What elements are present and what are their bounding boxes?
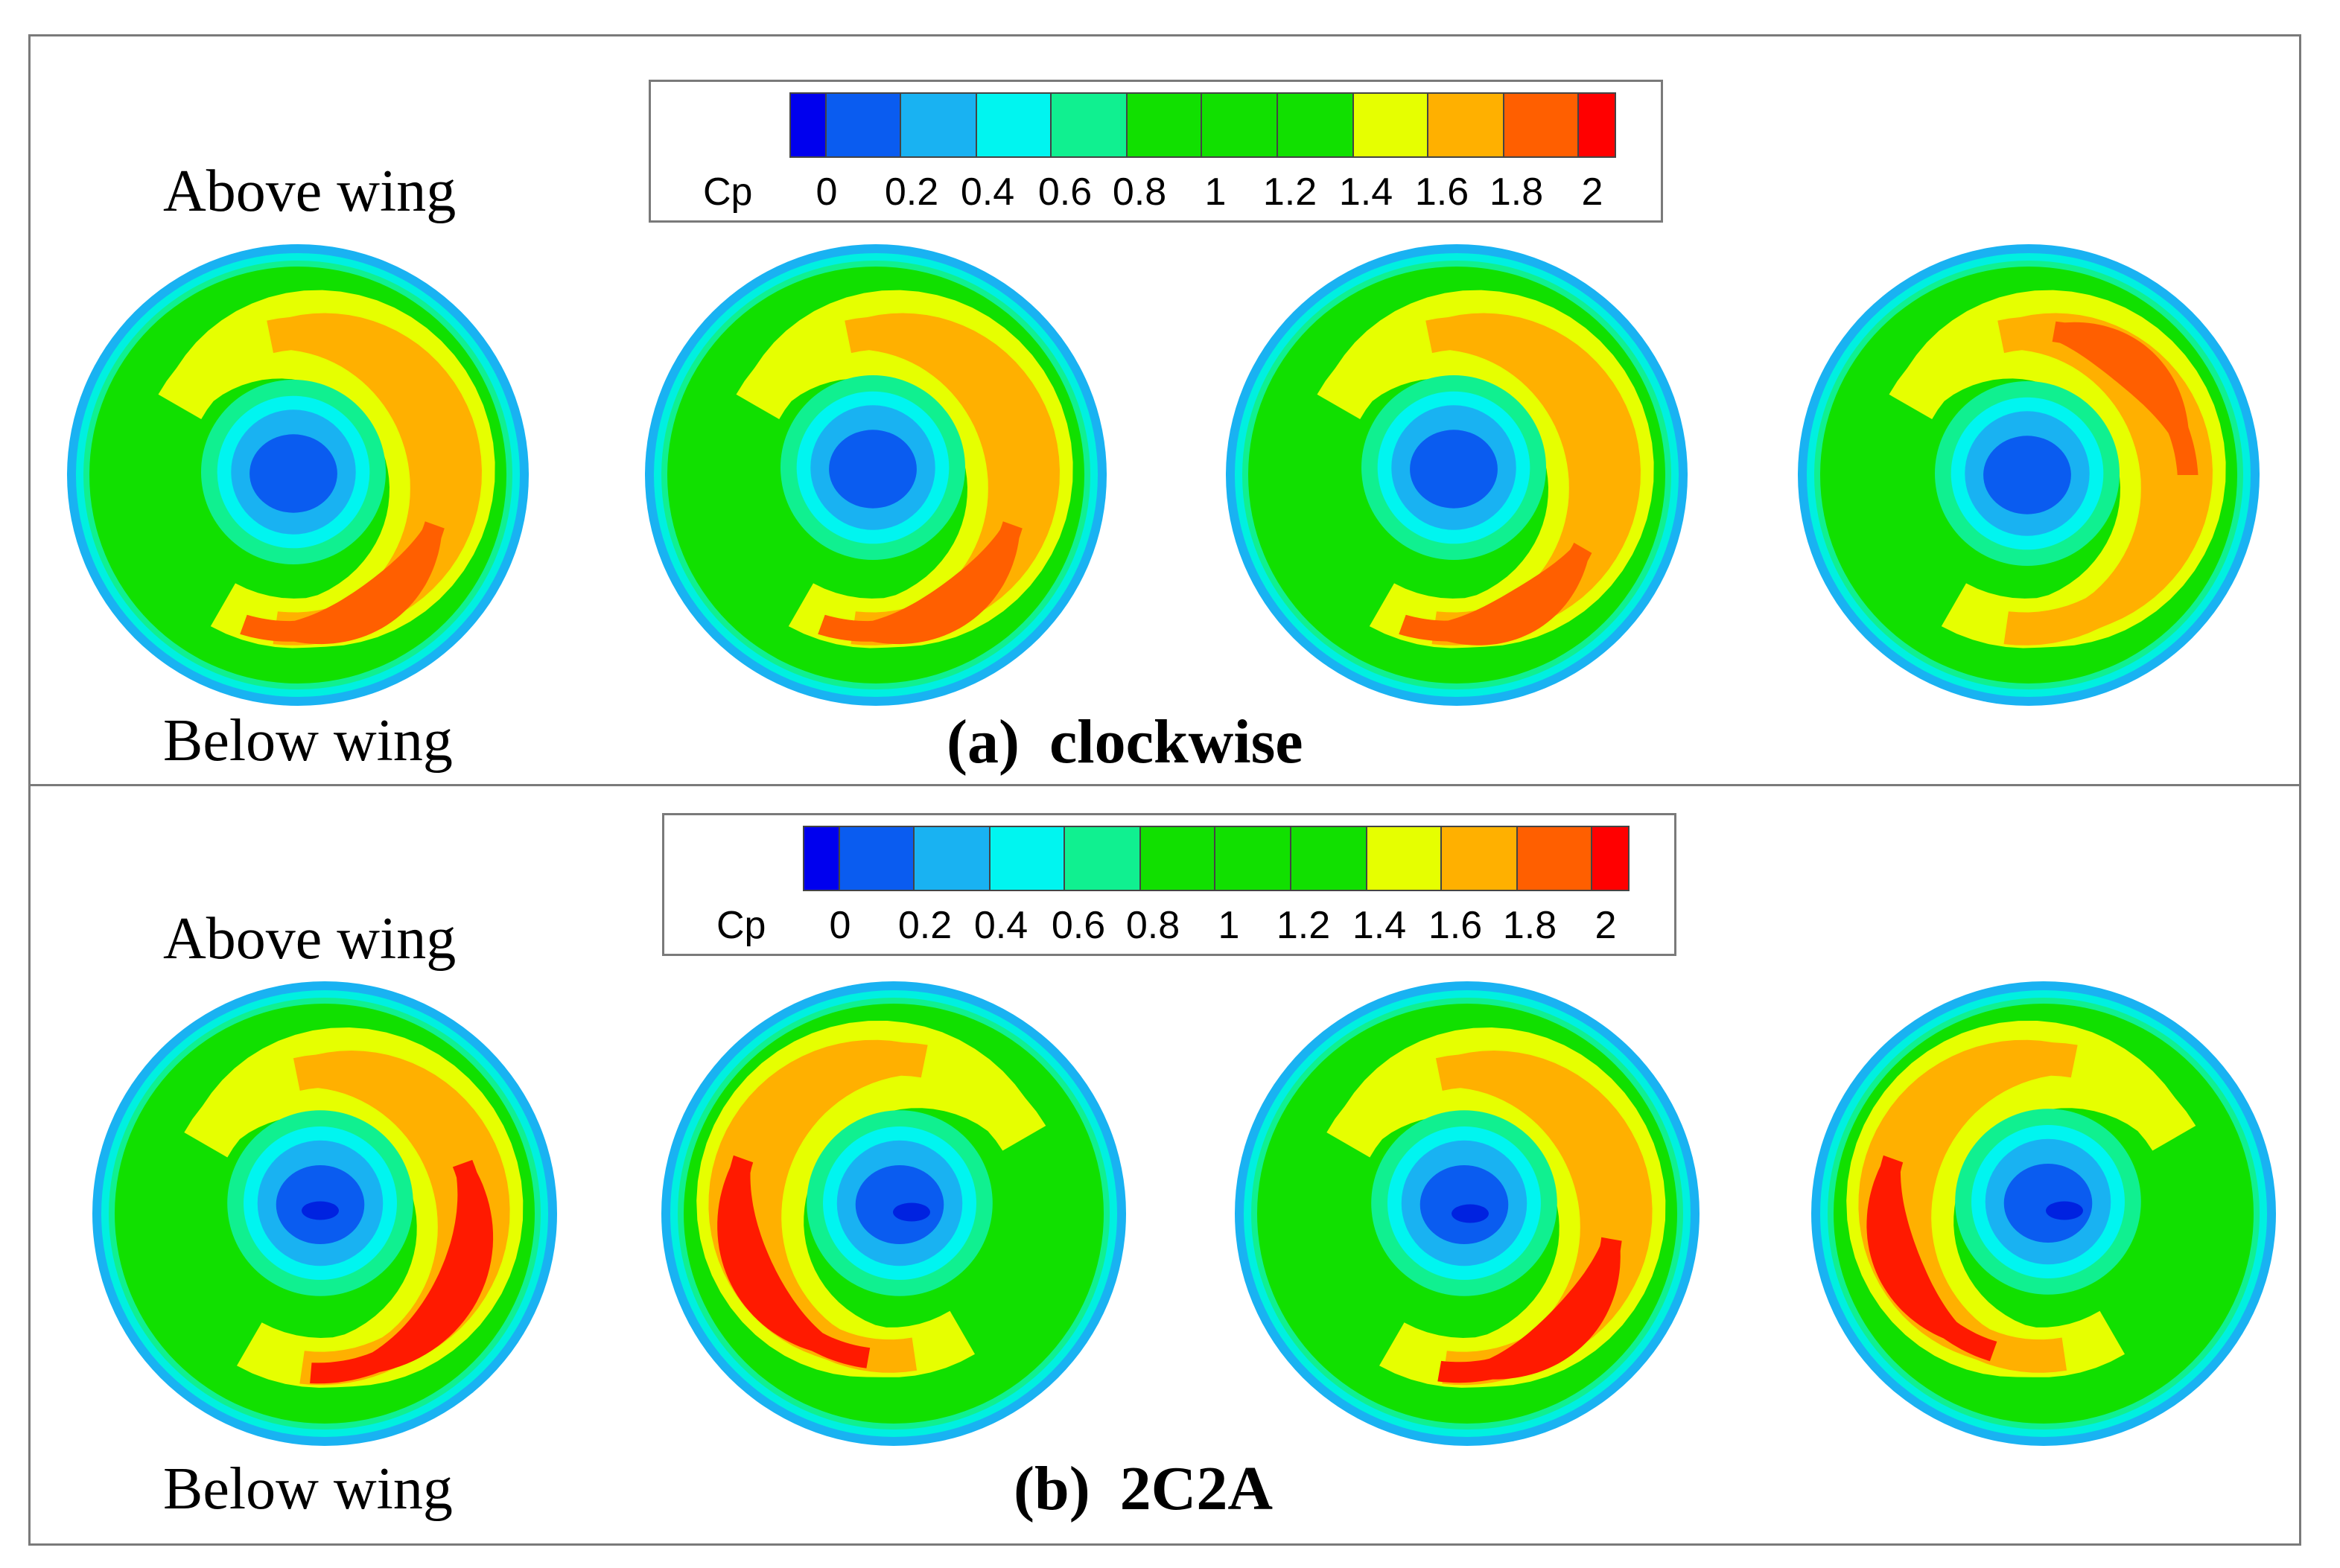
cp-color-swatch — [1354, 94, 1428, 156]
cp-tick-label: 1.2 — [1262, 170, 1317, 214]
cp-color-swatch — [1367, 827, 1442, 890]
cp-tick-label: 1.4 — [1338, 170, 1393, 214]
spiral-red-band — [717, 1155, 871, 1368]
spiral-red-band — [240, 521, 445, 645]
cp-color-swatch — [1592, 827, 1628, 890]
cp-color-swatch — [1579, 94, 1615, 156]
below-wing-label: Below wing — [163, 708, 453, 774]
cp-tick-label: 1.6 — [1414, 170, 1469, 214]
cp-legend: Cp 0 0.2 0.4 0.6 0.8 1 1.2 1.4 1.6 1.8 2 — [662, 813, 1676, 956]
cp-legend-title: Cp — [703, 170, 753, 214]
cp-tick-label: 1 — [1204, 170, 1227, 214]
cp-contour-disc — [1235, 981, 1700, 1446]
cp-colorbar — [803, 826, 1630, 891]
cp-tick-label: 1.4 — [1352, 904, 1407, 947]
cp-color-swatch — [827, 94, 901, 156]
cp-tick-label: 0 — [815, 170, 838, 214]
core-blue — [855, 1164, 944, 1245]
panel-name: 2C2A — [1119, 1454, 1273, 1523]
spiral-red-band — [310, 1159, 494, 1384]
core-blue — [2003, 1163, 2093, 1243]
cp-contour-disc — [67, 244, 529, 706]
cp-contour-disc — [661, 981, 1126, 1446]
core-deep-blue — [2046, 1201, 2083, 1220]
cp-tick-label: 0.8 — [1125, 904, 1180, 947]
cp-color-swatch — [1518, 827, 1592, 890]
cp-color-swatch — [1052, 94, 1128, 156]
cp-tick-label: 1.8 — [1489, 170, 1544, 214]
cp-tick-label: 0.6 — [1051, 904, 1106, 947]
cp-color-swatch — [901, 94, 977, 156]
panel-name: clockwise — [1049, 707, 1303, 777]
cp-color-swatch — [1278, 94, 1354, 156]
cp-contour-disc — [92, 981, 557, 1446]
cp-contour-disc — [1226, 244, 1688, 706]
cp-tick-label: 0.2 — [897, 904, 953, 947]
cp-color-swatch — [1202, 94, 1278, 156]
panel-letter: (a) — [947, 707, 1020, 777]
core-deep-blue — [302, 1201, 339, 1220]
cp-tick-label: 1 — [1218, 904, 1240, 947]
core-blue — [829, 430, 917, 509]
core-blue — [1410, 430, 1498, 509]
cp-tick-label: 1.2 — [1276, 904, 1331, 947]
cp-color-swatch — [791, 94, 827, 156]
core-deep-blue — [1452, 1204, 1489, 1223]
panel-letter: (b) — [1014, 1454, 1090, 1523]
panel-caption: (a) clockwise — [947, 711, 1303, 774]
core-blue — [249, 434, 337, 513]
above-wing-label: Above wing — [163, 159, 457, 224]
spiral-red-band — [2052, 321, 2198, 475]
cp-tick-label: 0.8 — [1112, 170, 1167, 214]
cp-color-swatch — [1428, 94, 1504, 156]
cp-color-swatch — [915, 827, 991, 890]
spiral-red-band — [1399, 542, 1592, 646]
cp-legend-title: Cp — [716, 904, 766, 947]
panel-caption: (b) 2C2A — [1014, 1458, 1273, 1520]
cp-color-swatch — [1504, 94, 1579, 156]
cp-tick-label: 1.8 — [1502, 904, 1557, 947]
cp-tick-label: 2 — [1595, 904, 1617, 947]
cp-tick-label: 0.6 — [1037, 170, 1093, 214]
cp-tick-label: 0.4 — [973, 904, 1028, 947]
cp-color-swatch — [977, 94, 1052, 156]
core-blue — [1419, 1164, 1509, 1245]
below-wing-label: Below wing — [163, 1456, 453, 1522]
cp-color-swatch — [1128, 94, 1202, 156]
cp-color-swatch — [1442, 827, 1518, 890]
cp-contour-disc — [1798, 244, 2260, 706]
cp-legend: Cp 0 0.2 0.4 0.6 0.8 1 1.2 1.4 1.6 1.8 2 — [649, 80, 1663, 223]
cp-color-swatch — [840, 827, 915, 890]
spiral-red-band — [1437, 1237, 1622, 1383]
cp-tick-label: 0 — [829, 904, 851, 947]
cp-tick-label: 1.6 — [1428, 904, 1483, 947]
above-wing-label: Above wing — [163, 906, 457, 972]
cp-tick-label: 0.4 — [960, 170, 1015, 214]
spiral-red-band — [1866, 1155, 1997, 1362]
cp-contour-disc — [645, 244, 1107, 706]
cp-color-swatch — [1215, 827, 1291, 890]
cp-color-swatch — [1291, 827, 1367, 890]
cp-color-swatch — [991, 827, 1065, 890]
cp-colorbar — [789, 92, 1616, 158]
cp-color-swatch — [1141, 827, 1215, 890]
cp-color-swatch — [1065, 827, 1141, 890]
core-blue — [1983, 436, 2071, 514]
cp-tick-label: 2 — [1581, 170, 1603, 214]
cp-color-swatch — [804, 827, 840, 890]
core-deep-blue — [893, 1202, 930, 1222]
cp-contour-disc — [1811, 981, 2276, 1446]
cp-tick-label: 0.2 — [884, 170, 939, 214]
spiral-red-band — [818, 521, 1023, 645]
